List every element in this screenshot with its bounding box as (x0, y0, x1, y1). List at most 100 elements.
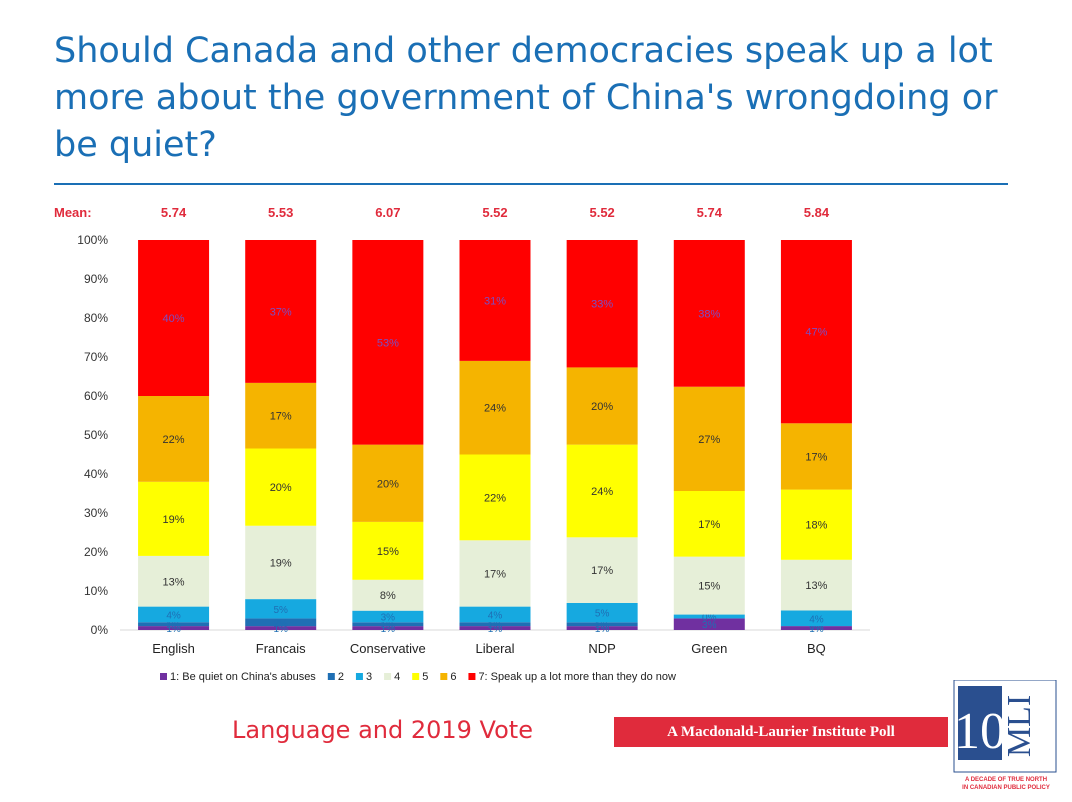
bar-segment (245, 626, 317, 630)
bar-segment (673, 618, 745, 630)
mean-value: 5.74 (697, 205, 723, 220)
bar-segment (352, 622, 424, 627)
logo-tagline-2: IN CANADIAN PUBLIC POLICY (962, 785, 1050, 791)
mean-value: 5.74 (161, 205, 187, 220)
data-label: 47% (805, 327, 827, 339)
legend-label: 6 (450, 671, 456, 683)
legend-swatch (327, 673, 335, 680)
data-label: 20% (270, 482, 292, 494)
data-label: 15% (698, 581, 720, 593)
data-label: 33% (591, 299, 613, 311)
bar-segment (566, 367, 638, 445)
bar-segment (352, 610, 424, 623)
bar-segment (245, 618, 317, 627)
data-label: 1% (595, 620, 610, 631)
legend-swatch (355, 673, 363, 680)
bar-segment (352, 579, 424, 611)
data-label: 1% (166, 620, 181, 631)
y-tick-label: 80% (84, 311, 108, 325)
y-tick-label: 100% (77, 233, 108, 247)
category-label: Francais (256, 641, 306, 656)
data-label: 17% (484, 568, 506, 580)
mean-value: 5.52 (589, 205, 614, 220)
mean-value: 5.52 (482, 205, 507, 220)
bar-segment (566, 602, 638, 623)
category-label: English (152, 641, 195, 656)
data-label: 1% (595, 624, 610, 635)
data-label: 15% (377, 546, 399, 558)
bar-segment (138, 555, 210, 607)
bar-segment (673, 490, 745, 557)
mean-value: 5.84 (804, 205, 830, 220)
data-label: 20% (377, 478, 399, 490)
data-label: 38% (698, 308, 720, 320)
legend-label: 4 (394, 671, 400, 683)
bar-segment (459, 540, 531, 607)
bar-segment (780, 240, 852, 424)
bar-segment (780, 626, 852, 630)
data-label: 19% (270, 557, 292, 569)
bar-segment (245, 448, 317, 526)
data-label: 17% (805, 451, 827, 463)
data-label: 2% (273, 618, 288, 629)
legend-swatch (440, 673, 448, 680)
mean-value: 5.53 (268, 205, 293, 220)
bar-segment (138, 396, 210, 482)
bar-segment (352, 240, 424, 445)
logo-number: 10 (954, 703, 1006, 760)
data-label: 1% (166, 624, 181, 635)
data-label: 37% (270, 306, 292, 318)
y-tick-label: 10% (84, 584, 108, 598)
category-label: NDP (588, 641, 615, 656)
legend-swatch (468, 673, 476, 680)
data-label: 4% (488, 610, 503, 621)
legend-swatch (412, 673, 420, 680)
bar-segment (459, 240, 531, 361)
bar-segment (673, 386, 745, 491)
bar-segment (459, 454, 531, 541)
data-label: 1% (381, 620, 396, 631)
data-label: 20% (591, 401, 613, 413)
legend-swatch (160, 673, 167, 680)
stacked-bar-chart: Mean: 5.74 5.53 6.07 5.52 5.52 5.74 5.84 0% 10% 20… (54, 205, 870, 683)
bar-segment (138, 606, 210, 623)
data-label: 13% (805, 580, 827, 592)
bar-segment (566, 240, 638, 368)
bar-segment (566, 444, 638, 538)
y-tick-label: 0% (91, 623, 109, 637)
bar-segment (459, 360, 531, 455)
bar-segment (780, 423, 852, 490)
data-label: 4% (166, 610, 181, 621)
data-label: 8% (380, 590, 396, 602)
data-label: 3% (381, 612, 396, 623)
data-label: 24% (591, 486, 613, 498)
data-label: 27% (698, 434, 720, 446)
category-label: Green (691, 641, 727, 656)
y-tick-label: 20% (84, 545, 108, 559)
mean-value: 6.07 (375, 205, 400, 220)
legend-label: 5 (422, 671, 428, 683)
bar-segment (459, 626, 531, 630)
legend-label: 7: Speak up a lot more than they do now (478, 671, 676, 683)
data-label: 17% (270, 411, 292, 423)
data-label: 5% (273, 605, 288, 616)
data-label: 24% (484, 403, 506, 415)
poll-banner: A Macdonald-Laurier Institute Poll (614, 717, 948, 747)
category-label: BQ (807, 641, 826, 656)
bar-segment (780, 559, 852, 611)
logo-tagline-1: A DECADE OF TRUE NORTH (965, 777, 1047, 783)
category-label: Conservative (350, 641, 426, 656)
bar-segment (138, 481, 210, 556)
legend-label: 3 (366, 671, 372, 683)
data-label: 5% (595, 609, 610, 620)
data-label: 17% (591, 565, 613, 577)
data-label: 1% (381, 624, 396, 635)
bar-segment (245, 599, 317, 619)
logo-letters: MLI (1001, 695, 1038, 757)
bar-segment (245, 525, 317, 600)
data-label: 22% (484, 492, 506, 504)
bar-segment (673, 556, 745, 615)
data-label: 31% (484, 295, 506, 307)
y-tick-label: 60% (84, 389, 108, 403)
mean-label: Mean: (54, 205, 92, 220)
